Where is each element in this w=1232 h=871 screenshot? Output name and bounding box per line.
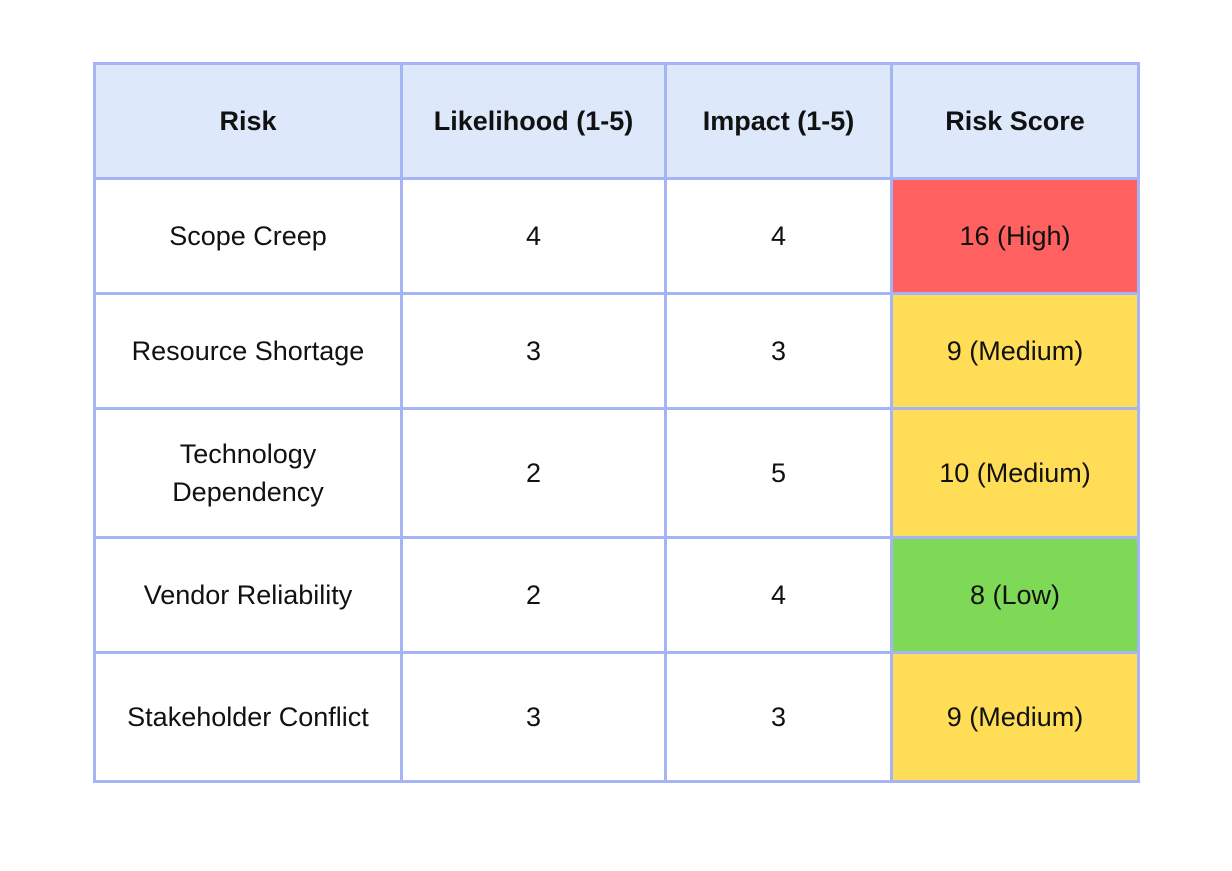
risk-name: Technology Dependency [172, 439, 324, 507]
risk-name: Stakeholder Conflict [127, 702, 369, 732]
score-cell: 8 (Low) [890, 536, 1140, 654]
cell: 5 [664, 407, 893, 539]
row: Resource Shortage 3 3 9 (Medium) [93, 292, 1140, 410]
cell: 4 [664, 536, 893, 654]
score-cell: 9 (Medium) [890, 292, 1140, 410]
cell-text: 3 [770, 702, 787, 732]
cell: 2 [400, 407, 667, 539]
row: Stakeholder Conflict 3 3 9 (Medium) [93, 651, 1140, 783]
header-cell: Risk [93, 62, 403, 180]
score-cell: 9 (Medium) [890, 651, 1140, 783]
cell-text: 9 (Medium) [946, 702, 1084, 732]
cell: 4 [400, 177, 667, 295]
cell-text: 5 [770, 458, 787, 488]
cell: 3 [664, 292, 893, 410]
header-cell: Impact (1-5) [664, 62, 893, 180]
cell-text: 16 (High) [959, 221, 1071, 251]
cell: Resource Shortage [93, 292, 403, 410]
cell-text: 4 [525, 221, 542, 251]
header-row: Risk Likelihood (1-5) Impact (1-5) Risk Sco… [93, 62, 1140, 180]
row: Vendor Reliability 2 4 8 (Low) [93, 536, 1140, 654]
score-cell: 16 (High) [890, 177, 1140, 295]
cell-text: 3 [770, 336, 787, 366]
risk-name: Vendor Reliability [143, 580, 353, 610]
cell: 3 [664, 651, 893, 783]
cell: Vendor Reliability [93, 536, 403, 654]
cell-text: 9 (Medium) [946, 336, 1084, 366]
cell-text: 3 [525, 702, 542, 732]
risk-name: Resource Shortage [131, 336, 365, 366]
cell: Stakeholder Conflict [93, 651, 403, 783]
header-cell: Risk Score [890, 62, 1140, 180]
cell-text: 4 [770, 221, 787, 251]
risk-table: Risk Likelihood (1-5) Impact (1-5) Risk Sco… [93, 62, 1140, 783]
cell-text: 2 [525, 458, 542, 488]
cell-text: 4 [770, 580, 787, 610]
cell: 3 [400, 651, 667, 783]
cell: 3 [400, 292, 667, 410]
cell: Scope Creep [93, 177, 403, 295]
cell-text: 8 (Low) [969, 580, 1061, 610]
cell: 2 [400, 536, 667, 654]
cell: Technology Dependency [93, 407, 403, 539]
cell-text: 3 [525, 336, 542, 366]
risk-name: Scope Creep [169, 221, 327, 251]
score-cell: 10 (Medium) [890, 407, 1140, 539]
cell-text: 10 (Medium) [939, 458, 1091, 488]
cell-text: 2 [525, 580, 542, 610]
cell: 4 [664, 177, 893, 295]
row: Scope Creep 4 4 16 (High) [93, 177, 1140, 295]
header-cell: Likelihood (1-5) [400, 62, 667, 180]
row: Technology Dependency 2 5 10 (Medium) [93, 407, 1140, 539]
